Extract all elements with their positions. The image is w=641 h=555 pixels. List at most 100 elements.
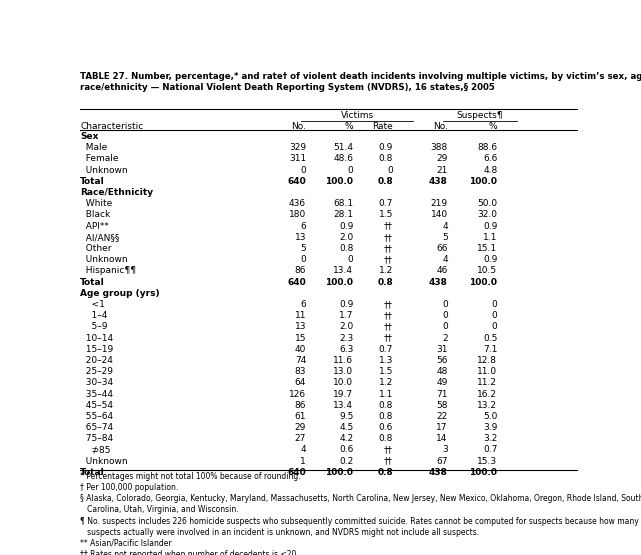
Text: 0.7: 0.7 [379,199,393,208]
Text: 64: 64 [295,379,306,387]
Text: 11.2: 11.2 [478,379,497,387]
Text: 4.5: 4.5 [339,423,353,432]
Text: 1.5: 1.5 [379,210,393,219]
Text: 15.1: 15.1 [478,244,497,253]
Text: † Per 100,000 population.: † Per 100,000 population. [80,483,178,492]
Text: ††: †† [384,334,393,342]
Text: 50.0: 50.0 [478,199,497,208]
Text: 0.8: 0.8 [379,412,393,421]
Text: 100.0: 100.0 [326,468,353,477]
Text: 0: 0 [301,165,306,175]
Text: 100.0: 100.0 [326,177,353,186]
Text: ††: †† [384,457,393,466]
Text: 2.3: 2.3 [339,334,353,342]
Text: 13.4: 13.4 [333,401,353,410]
Text: ††: †† [384,322,393,331]
Text: 28.1: 28.1 [333,210,353,219]
Text: 0.9: 0.9 [379,143,393,152]
Text: Female: Female [80,154,119,163]
Text: 0.7: 0.7 [483,446,497,455]
Text: § Alaska, Colorado, Georgia, Kentucky, Maryland, Massachusetts, North Carolina, : § Alaska, Colorado, Georgia, Kentucky, M… [80,495,641,503]
Text: 30–34: 30–34 [80,379,113,387]
Text: 640: 640 [287,468,306,477]
Text: Unknown: Unknown [80,165,128,175]
Text: 13.2: 13.2 [478,401,497,410]
Text: 6: 6 [301,221,306,230]
Text: 48.6: 48.6 [333,154,353,163]
Text: 0.8: 0.8 [378,278,393,286]
Text: 0.8: 0.8 [339,244,353,253]
Text: 1.1: 1.1 [379,390,393,398]
Text: 13: 13 [295,233,306,242]
Text: 66: 66 [437,244,447,253]
Text: 45–54: 45–54 [80,401,113,410]
Text: 640: 640 [287,278,306,286]
Text: 180: 180 [289,210,306,219]
Text: Rate: Rate [372,122,393,131]
Text: 75–84: 75–84 [80,435,113,443]
Text: Victims: Victims [340,112,374,120]
Text: Suspects¶: Suspects¶ [457,112,503,120]
Text: %: % [345,122,353,131]
Text: 4: 4 [442,255,447,264]
Text: Characteristic: Characteristic [80,122,144,131]
Text: 15: 15 [295,334,306,342]
Text: 1: 1 [301,457,306,466]
Text: 88.6: 88.6 [478,143,497,152]
Text: 29: 29 [295,423,306,432]
Text: 0.9: 0.9 [483,255,497,264]
Text: 640: 640 [287,177,306,186]
Text: 11.0: 11.0 [478,367,497,376]
Text: 83: 83 [295,367,306,376]
Text: <1: <1 [80,300,105,309]
Text: 32.0: 32.0 [478,210,497,219]
Text: 140: 140 [431,210,447,219]
Text: 1–4: 1–4 [80,311,108,320]
Text: 1.2: 1.2 [379,379,393,387]
Text: 61: 61 [295,412,306,421]
Text: White: White [80,199,112,208]
Text: ††: †† [384,446,393,455]
Text: 0.9: 0.9 [483,221,497,230]
Text: 15.3: 15.3 [478,457,497,466]
Text: 5: 5 [442,233,447,242]
Text: 1.3: 1.3 [379,356,393,365]
Text: †† Rates not reported when number of decedents is <20.: †† Rates not reported when number of dec… [80,550,299,555]
Text: Race/Ethnicity: Race/Ethnicity [80,188,153,197]
Text: ††: †† [384,244,393,253]
Text: 21: 21 [437,165,447,175]
Text: 0: 0 [301,255,306,264]
Text: 48: 48 [437,367,447,376]
Text: 13.4: 13.4 [333,266,353,275]
Text: 11: 11 [295,311,306,320]
Text: 436: 436 [289,199,306,208]
Text: 13: 13 [295,322,306,331]
Text: 65–74: 65–74 [80,423,113,432]
Text: 438: 438 [429,278,447,286]
Text: 86: 86 [295,266,306,275]
Text: Unknown: Unknown [80,457,128,466]
Text: 4: 4 [442,221,447,230]
Text: 6.6: 6.6 [483,154,497,163]
Text: 0.2: 0.2 [339,457,353,466]
Text: 0: 0 [442,322,447,331]
Text: 0.8: 0.8 [379,435,393,443]
Text: Age group (yrs): Age group (yrs) [80,289,160,297]
Text: Total: Total [80,278,105,286]
Text: 46: 46 [437,266,447,275]
Text: 0: 0 [347,255,353,264]
Text: 71: 71 [437,390,447,398]
Text: 16.2: 16.2 [478,390,497,398]
Text: 0.8: 0.8 [379,154,393,163]
Text: 1.2: 1.2 [379,266,393,275]
Text: 12.8: 12.8 [478,356,497,365]
Text: ¶ No. suspects includes 226 homicide suspects who subsequently committed suicide: ¶ No. suspects includes 226 homicide sus… [80,517,639,526]
Text: 5.0: 5.0 [483,412,497,421]
Text: 10.5: 10.5 [478,266,497,275]
Text: 0: 0 [492,322,497,331]
Text: 311: 311 [289,154,306,163]
Text: 0: 0 [492,311,497,320]
Text: 55–64: 55–64 [80,412,113,421]
Text: 0.8: 0.8 [378,468,393,477]
Text: 100.0: 100.0 [469,177,497,186]
